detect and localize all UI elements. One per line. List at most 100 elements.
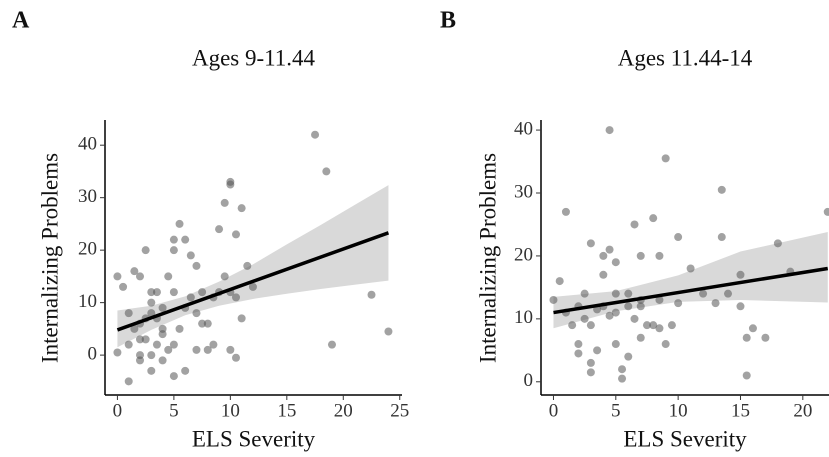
y-tick-label: 10 bbox=[78, 291, 97, 312]
data-point bbox=[636, 302, 645, 311]
panel-label: B bbox=[440, 8, 456, 34]
data-point bbox=[549, 295, 558, 304]
data-point bbox=[586, 368, 595, 377]
x-tick-label: 10 bbox=[221, 400, 240, 421]
data-point bbox=[124, 377, 133, 386]
data-point bbox=[649, 321, 658, 330]
data-point bbox=[158, 330, 167, 339]
panel-label: A bbox=[12, 8, 30, 34]
data-point bbox=[169, 288, 178, 297]
data-point bbox=[141, 246, 150, 255]
fit-line bbox=[116, 231, 390, 332]
data-point bbox=[624, 289, 633, 298]
data-point bbox=[158, 356, 167, 365]
x-tick-label: 15 bbox=[731, 400, 750, 421]
data-point bbox=[574, 349, 583, 358]
data-point bbox=[580, 314, 589, 323]
data-point bbox=[367, 290, 376, 299]
y-tick-label: 30 bbox=[514, 181, 533, 202]
data-point bbox=[220, 272, 229, 281]
fit-line bbox=[553, 266, 829, 315]
data-point bbox=[147, 351, 156, 360]
data-point bbox=[113, 348, 122, 357]
x-tick-label: 15 bbox=[277, 400, 296, 421]
data-point bbox=[599, 251, 608, 260]
data-point bbox=[674, 299, 683, 308]
data-point bbox=[164, 345, 173, 354]
data-point bbox=[624, 302, 633, 311]
x-tick-label: 0 bbox=[549, 400, 559, 421]
data-point bbox=[724, 289, 733, 298]
data-point bbox=[113, 272, 122, 281]
data-point bbox=[203, 345, 212, 354]
y-tick-label: 20 bbox=[514, 244, 533, 265]
data-point bbox=[686, 264, 695, 273]
data-point bbox=[605, 245, 614, 254]
data-point bbox=[599, 270, 608, 279]
data-point bbox=[209, 340, 218, 349]
data-point bbox=[611, 340, 620, 349]
data-point bbox=[611, 258, 620, 267]
data-point bbox=[248, 282, 257, 291]
data-point bbox=[186, 293, 195, 302]
data-point bbox=[736, 302, 745, 311]
data-point bbox=[203, 319, 212, 328]
data-point bbox=[742, 371, 751, 380]
data-point bbox=[661, 154, 670, 163]
x-tick-label: 5 bbox=[169, 400, 179, 421]
data-point bbox=[636, 251, 645, 260]
data-point bbox=[192, 345, 201, 354]
data-point bbox=[192, 261, 201, 270]
data-point bbox=[311, 130, 320, 139]
data-point bbox=[136, 272, 145, 281]
data-point bbox=[175, 324, 184, 333]
data-point bbox=[823, 207, 829, 216]
x-tick-label: 25 bbox=[390, 400, 409, 421]
data-point bbox=[152, 288, 161, 297]
data-point bbox=[580, 289, 589, 298]
data-point bbox=[231, 293, 240, 302]
data-point bbox=[586, 239, 595, 248]
data-point bbox=[636, 333, 645, 342]
data-point bbox=[220, 198, 229, 207]
x-tick-label: 0 bbox=[113, 400, 123, 421]
data-point bbox=[327, 340, 336, 349]
data-point bbox=[748, 324, 757, 333]
data-point bbox=[717, 185, 726, 194]
chart-title: Ages 11.44-14 bbox=[618, 45, 753, 70]
data-point bbox=[186, 251, 195, 260]
data-point bbox=[147, 366, 156, 375]
y-axis-label: Internalizing Problems bbox=[37, 153, 62, 363]
data-point bbox=[198, 288, 207, 297]
data-point bbox=[568, 321, 577, 330]
data-point bbox=[158, 303, 167, 312]
data-point bbox=[761, 333, 770, 342]
data-point bbox=[192, 309, 201, 318]
data-point bbox=[169, 235, 178, 244]
data-point bbox=[736, 270, 745, 279]
data-point bbox=[674, 233, 683, 242]
data-point bbox=[605, 311, 614, 320]
data-point bbox=[586, 321, 595, 330]
x-tick-label: 20 bbox=[334, 400, 353, 421]
data-point bbox=[555, 277, 564, 286]
data-point bbox=[561, 207, 570, 216]
data-point bbox=[169, 246, 178, 255]
data-point bbox=[130, 267, 139, 276]
data-point bbox=[198, 319, 207, 328]
data-point bbox=[605, 126, 614, 135]
data-point bbox=[611, 308, 620, 317]
data-point bbox=[322, 167, 331, 176]
confidence-band bbox=[117, 185, 389, 348]
x-tick-label: 5 bbox=[611, 400, 621, 421]
data-point bbox=[667, 321, 676, 330]
confidence-band bbox=[553, 232, 828, 329]
data-point bbox=[618, 365, 627, 374]
data-point bbox=[593, 346, 602, 355]
data-point bbox=[237, 314, 246, 323]
data-point bbox=[215, 225, 224, 234]
x-axis-label: ELS Severity bbox=[623, 426, 747, 451]
x-tick-label: 20 bbox=[793, 400, 812, 421]
data-point bbox=[586, 358, 595, 367]
